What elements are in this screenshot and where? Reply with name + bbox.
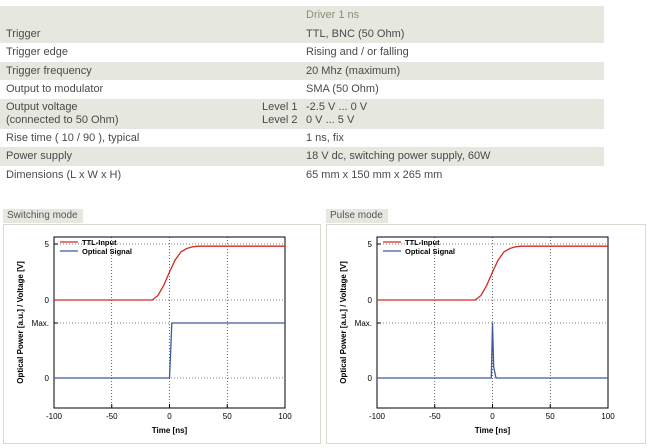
output-voltage-sublabel: (connected to 50 Ohm): [6, 113, 119, 126]
x-tick-label: 100: [278, 412, 292, 421]
x-tick-label: -100: [369, 412, 386, 421]
level2-value: 0 V ... 5 V: [306, 113, 355, 126]
x-axis-label: Time [ns]: [152, 426, 188, 435]
x-tick-label: 100: [601, 412, 615, 421]
switching-mode-tab: Switching mode: [3, 209, 83, 223]
y-axis-label: Optical Power [a.u.] / Voltage [V]: [16, 261, 25, 384]
switching-mode-chart-panel: 5 0 Max. 0 -100 -50 0 50 100 Time [ns] Optical Pow…: [3, 224, 321, 444]
spec-table: Driver 1 ns Trigger TTL, BNC (50 Ohm) Tr…: [0, 6, 604, 184]
y-tick-label: 5: [368, 240, 373, 249]
row-value: 20 Mhz (maximum): [306, 64, 401, 77]
pulse-mode-chart-panel: 5 0 Max. 0 -100 -50 0 50 100 Time [ns] Optical Pow…: [326, 224, 646, 444]
x-tick-label: 50: [546, 412, 555, 421]
row-value: 18 V dc, switching power supply, 60W: [306, 150, 491, 162]
y-axis-label: Optical Power [a.u.] / Voltage [V]: [339, 261, 348, 384]
y-tick-label: 0: [368, 374, 373, 383]
series-line-ttl-input: [377, 245, 608, 301]
row-value: 65 mm x 150 mm x 265 mm: [306, 168, 443, 181]
series-line-ttl-input: [54, 245, 285, 301]
y-tick-label: 5: [45, 240, 50, 249]
level1-value: -2.5 V ... 0 V: [306, 100, 368, 113]
series-line-optical-signal: [377, 322, 608, 379]
x-tick-label: 50: [223, 412, 232, 421]
legend-entry: Optical Signal: [82, 247, 132, 256]
row-label: Trigger: [6, 27, 41, 40]
legend-entry: TTL-Input: [405, 238, 440, 247]
table-row: Rise time ( 10 / 90 ), typical 1 ns, fix: [0, 129, 604, 148]
y-tick-label: 0: [368, 296, 373, 305]
table-row-output-voltage: Output voltage (connected to 50 Ohm) Lev…: [0, 98, 604, 129]
table-row: Output to modulator SMA (50 Ohm): [0, 80, 604, 99]
row-label: Power supply: [6, 150, 73, 162]
x-tick-label: -50: [429, 412, 441, 421]
row-label: Trigger frequency: [6, 64, 92, 77]
table-row: Power supply 18 V dc, switching power su…: [0, 147, 604, 166]
x-axis-label: Time [ns]: [475, 426, 511, 435]
row-value: TTL, BNC (50 Ohm): [306, 27, 405, 40]
table-row: Trigger frequency 20 Mhz (maximum): [0, 61, 604, 80]
table-row: Dimensions (L x W x H) 65 mm x 150 mm x …: [0, 166, 604, 185]
level-labels: Level 1 Level 2: [262, 101, 297, 127]
y-tick-label: Max.: [32, 319, 49, 328]
pulse-mode-tab: Pulse mode: [326, 209, 388, 223]
row-label: Output voltage (connected to 50 Ohm): [6, 101, 119, 127]
row-label: Output to modulator: [6, 83, 104, 95]
x-tick-label: -50: [106, 412, 118, 421]
row-label: Rise time ( 10 / 90 ), typical: [6, 131, 140, 144]
level1-label: Level 1: [262, 100, 298, 113]
table-header: Driver 1 ns: [306, 9, 360, 21]
x-tick-label: 0: [490, 412, 495, 421]
y-tick-label: 0: [45, 374, 50, 383]
table-header-row: Driver 1 ns: [0, 6, 604, 25]
row-value: -2.5 V ... 0 V 0 V ... 5 V: [306, 101, 367, 127]
y-tick-label: Max.: [355, 319, 372, 328]
row-label: Trigger edge: [6, 46, 68, 58]
table-row: Trigger TTL, BNC (50 Ohm): [0, 24, 604, 43]
output-voltage-label: Output voltage: [6, 100, 78, 113]
legend-entry: Optical Signal: [405, 247, 455, 256]
row-label: Dimensions (L x W x H): [6, 168, 122, 181]
row-value: SMA (50 Ohm): [306, 83, 379, 95]
x-tick-label: -100: [46, 412, 63, 421]
row-value: 1 ns, fix: [306, 131, 344, 144]
legend-entry: TTL-Input: [82, 238, 117, 247]
level2-label: Level 2: [262, 113, 298, 126]
series-line-optical-signal: [54, 322, 285, 379]
table-row: Trigger edge Rising and / or falling: [0, 43, 604, 62]
x-tick-label: 0: [167, 412, 172, 421]
y-tick-label: 0: [45, 296, 50, 305]
row-value: Rising and / or falling: [306, 46, 409, 58]
